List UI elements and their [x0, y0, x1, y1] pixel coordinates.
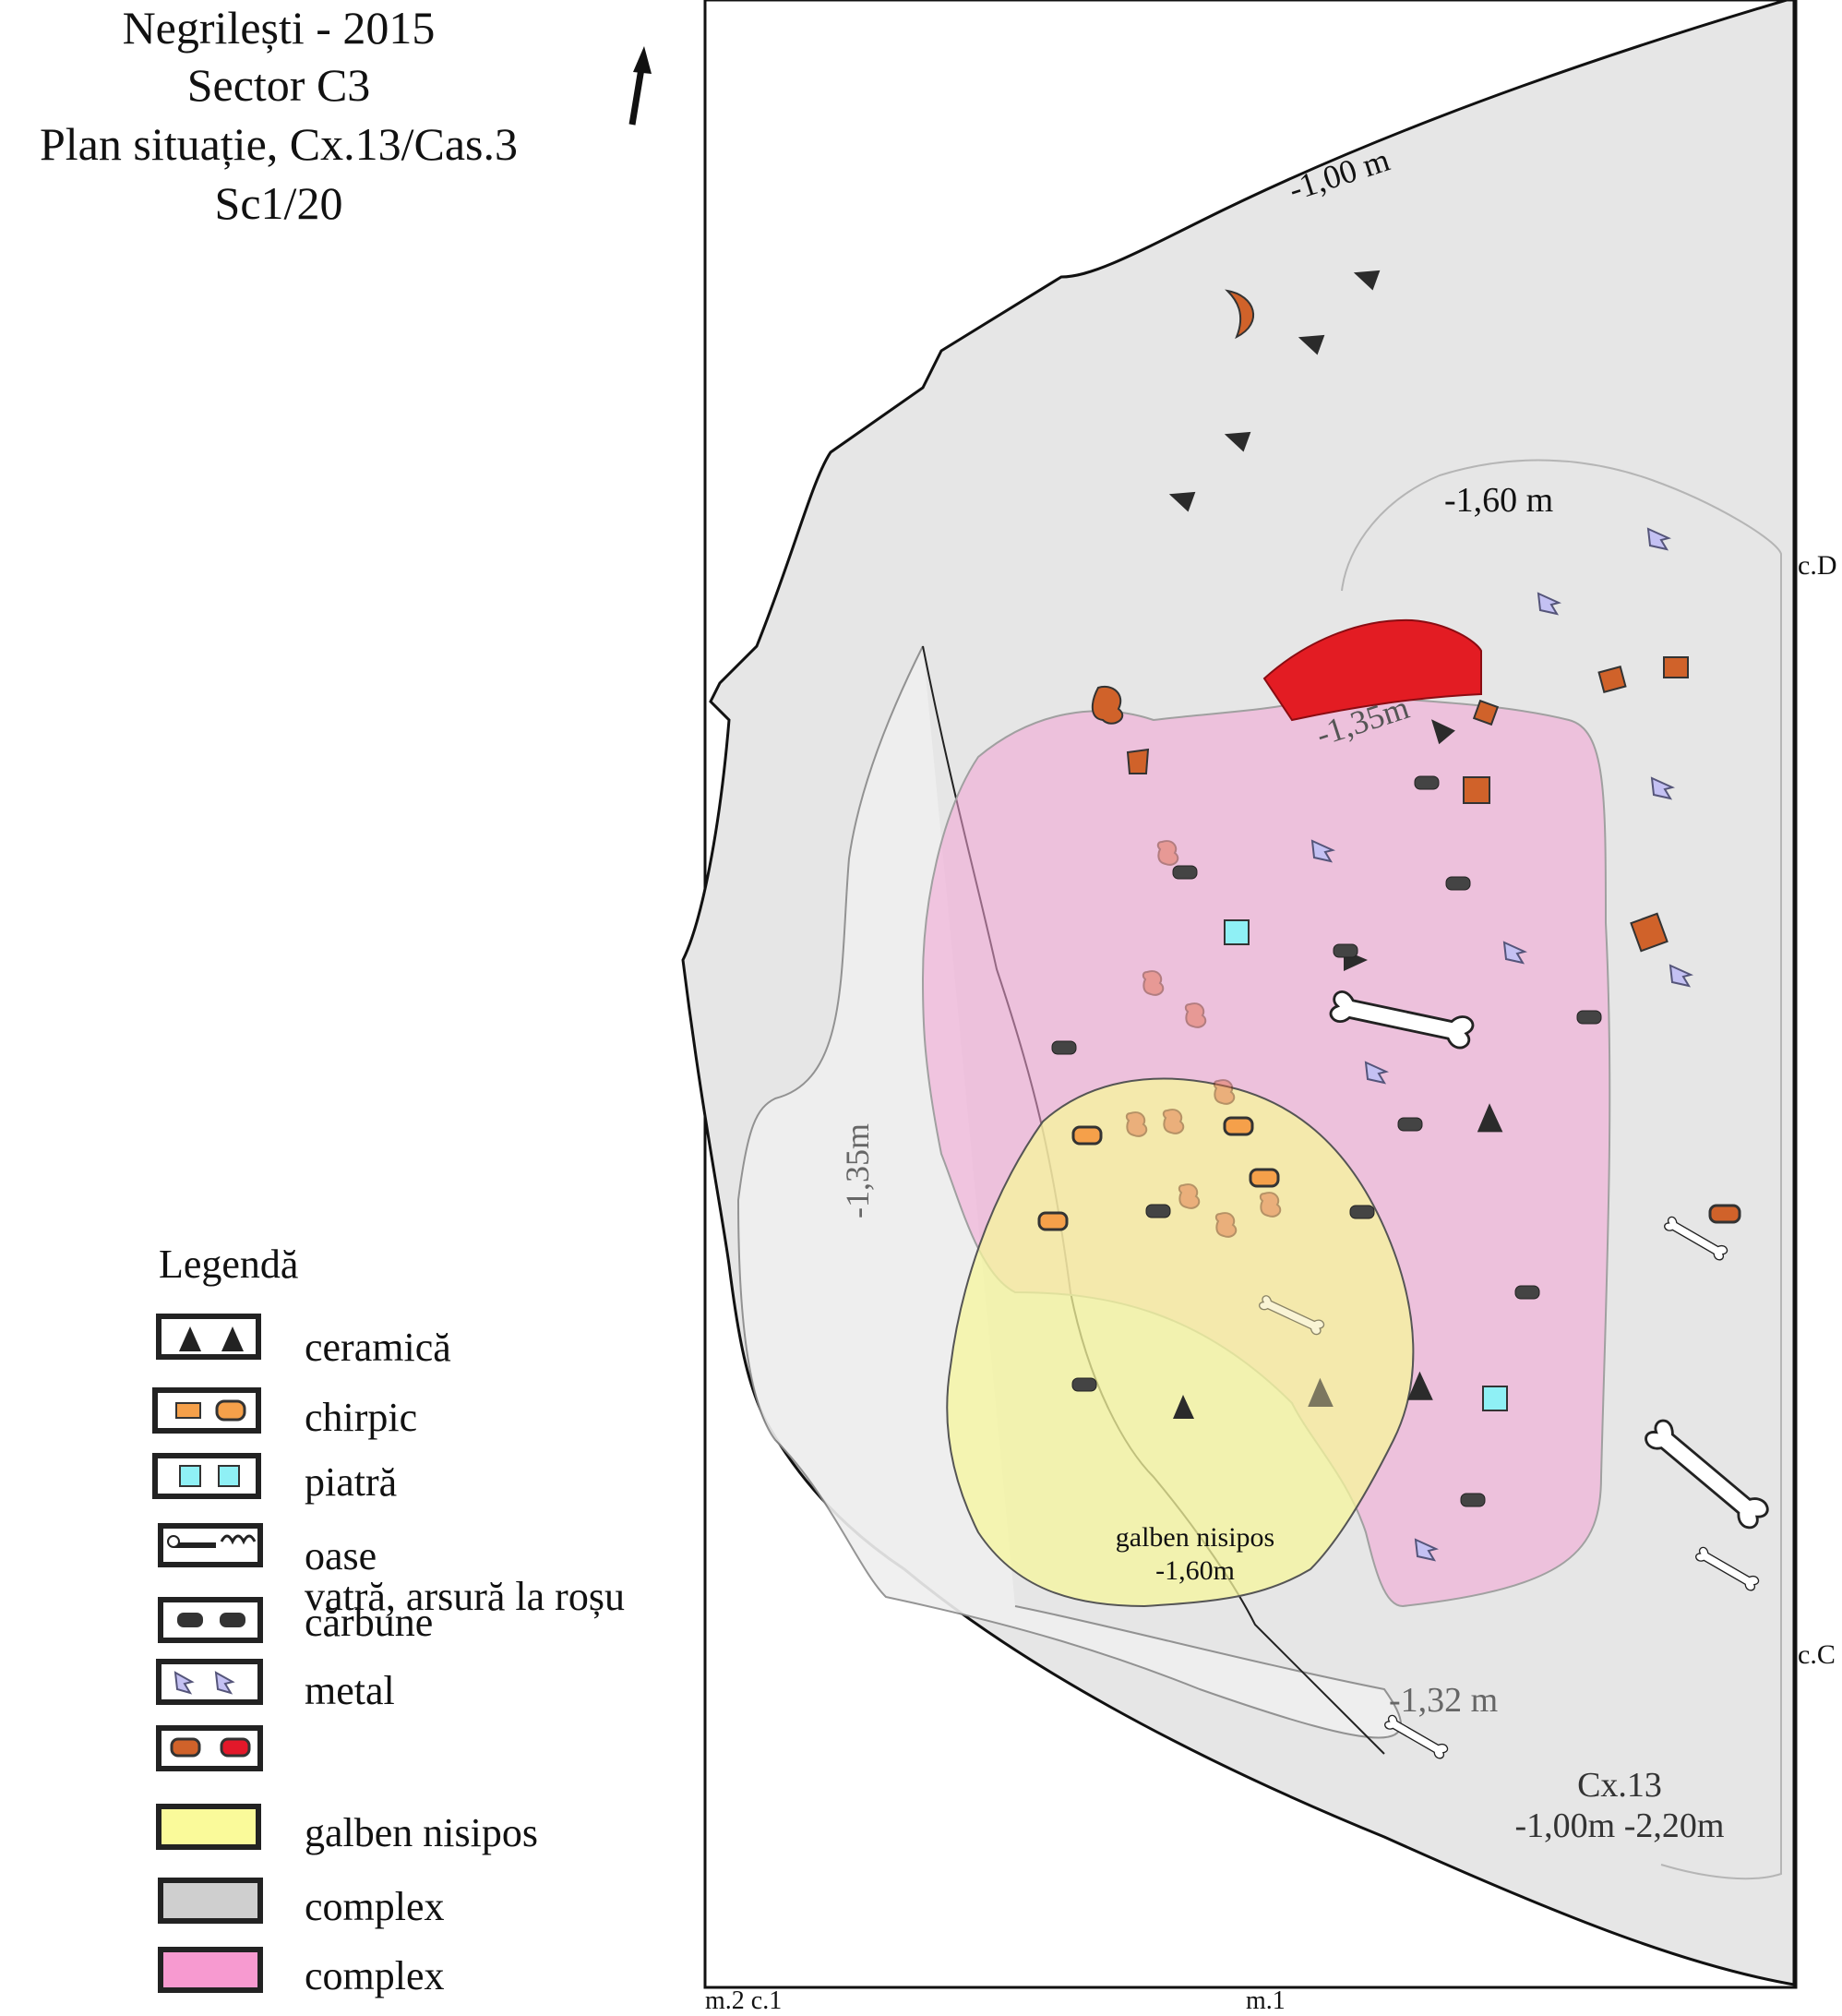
- legend-label-carbune: cărbune: [305, 1600, 434, 1645]
- upper-pit-outline: [1341, 459, 1782, 1880]
- scale-title: Sc1/20: [214, 177, 343, 229]
- elevation-bottom: -1,32 m: [1389, 1681, 1499, 1720]
- legend-ceramic-box: [156, 1314, 261, 1360]
- legend-label-ceramica: ceramică: [305, 1325, 451, 1370]
- legend-label-vatra: vatră, arsură la roșu: [305, 1574, 625, 1619]
- grid-label-m2c1: m.2 c.1: [705, 1986, 783, 2015]
- complex-name: Cx.13: [1577, 1766, 1662, 1805]
- grid-label-m1: m.1: [1246, 1986, 1286, 2015]
- complex-depth: -1,00m -2,20m: [1514, 1806, 1725, 1845]
- elevation-left-pit: -1,35m: [839, 1123, 876, 1218]
- site-title: Negrilești - 2015: [122, 2, 436, 54]
- legend-label-oase: oase: [305, 1533, 377, 1578]
- legend-label-piatra: piatră: [305, 1459, 398, 1505]
- yellow-sandy-zone: [946, 1077, 1415, 1608]
- legend-title: Legendă: [159, 1242, 299, 1287]
- legend-label-complex-pink: complex: [305, 1953, 445, 1998]
- legend-label-complex-grey: complex: [305, 1884, 445, 1929]
- north-arrow-icon: [628, 46, 652, 126]
- sector-title: Sector C3: [186, 59, 371, 111]
- legend-glyphs: [167, 1326, 257, 1758]
- legend-icons: [152, 1314, 263, 1993]
- hearth-burn: [1262, 618, 1482, 722]
- grid-label-cC: c.C: [1798, 1639, 1836, 1670]
- left-pit-outline: [736, 645, 1402, 1739]
- legend-label-chirpic: chirpic: [305, 1395, 418, 1440]
- yellow-zone-depth: -1,60m: [1155, 1555, 1235, 1586]
- elevation-upper-pit: -1,60 m: [1444, 481, 1554, 520]
- grid-label-cD: c.D: [1798, 550, 1837, 581]
- complex-label: Cx.13 -1,00m -2,20m: [1504, 1765, 1735, 1846]
- burnt-daub-finds: [1091, 289, 1741, 1224]
- legend-label-metal: metal: [305, 1668, 395, 1713]
- yellow-zone-name: galben nisipos: [1115, 1522, 1275, 1553]
- yellow-zone-label: galben nisipos -1,60m: [1080, 1521, 1310, 1588]
- legend-label-galben-nisipos: galben nisipos: [305, 1810, 538, 1855]
- plan-title: Plan situație, Cx.13/Cas.3: [39, 118, 519, 170]
